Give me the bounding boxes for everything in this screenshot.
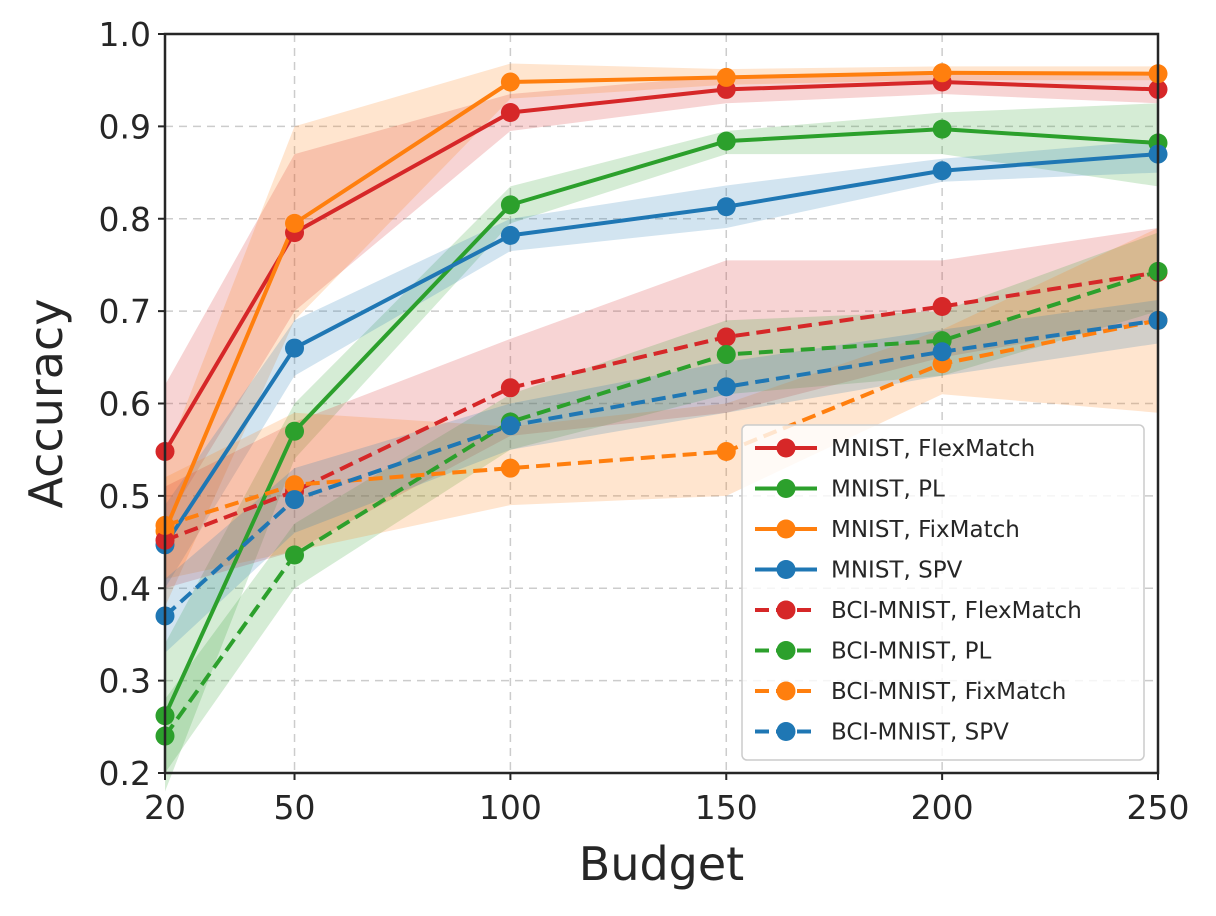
point-mnist-fixmatch [932,63,952,83]
legend-marker [776,681,796,701]
legend-label: BCI-MNIST, SPV [831,720,1009,746]
legend-item: BCI-MNIST, FixMatch [755,679,1066,705]
point-bci-mnist-fixmatch [285,475,305,495]
series-lines [163,70,1159,738]
point-mnist-spv [932,161,952,181]
legend-item: MNIST, SPV [755,558,963,584]
x-tick-label: 100 [479,788,542,827]
legend-marker [776,641,796,660]
y-tick-label: 0.3 [99,662,151,701]
axis-ticks: 20 50 100 150 200 250 0.2 0.3 0.4 0.5 0.6 0.7 0.8 0.9… [99,15,1190,827]
y-axis-title: Accuracy [19,298,73,508]
y-tick-label: 0.9 [99,107,151,146]
legend-marker [776,519,796,539]
point-bci-mnist-spv [285,490,305,510]
y-tick-label: 0.8 [99,200,151,239]
legend-label: MNIST, PL [831,477,945,503]
line-mnist-fixmatch [163,70,1159,532]
legend-item: BCI-MNIST, FlexMatch [755,598,1082,624]
legend-label: BCI-MNIST, PL [831,639,991,665]
point-bci-mnist-pl [285,545,305,565]
y-tick-label: 0.5 [99,477,151,516]
line-mnist-pl [163,127,1159,717]
line-bci-mnist-fixmatch [164,318,1159,528]
point-mnist-pl [285,421,305,441]
point-mnist-fixmatch [285,213,305,233]
point-mnist-pl [500,195,520,215]
point-bci-mnist-fixmatch [716,442,736,462]
band-mnist-spv [165,140,1158,589]
x-tick-label: 250 [1127,788,1190,827]
band-bci-mnist-fixmatch [165,227,1158,580]
x-axis-title: Budget [579,837,744,891]
legend-item: BCI-MNIST, PL [755,639,991,665]
line-bci-mnist-flexmatch [164,270,1159,543]
point-mnist-flexmatch [500,103,520,123]
legend-item: MNIST, PL [755,477,945,503]
legend-item: MNIST, FixMatch [755,517,1020,543]
point-mnist-spv [500,225,520,245]
legend-label: MNIST, FixMatch [831,517,1020,543]
legend-item: MNIST, FlexMatch [755,436,1035,462]
y-tick-label: 1.0 [99,15,151,54]
x-tick-label: 150 [695,788,758,827]
point-bci-mnist-spv [716,377,736,397]
band-bci-mnist-pl [165,232,1158,773]
legend-label: BCI-MNIST, FixMatch [831,679,1066,705]
legend-marker [776,479,796,498]
legend-marker [776,722,796,741]
line-bci-mnist-spv [163,318,1159,618]
x-tick-label: 20 [144,788,186,827]
band-mnist-flexmatch [165,70,1158,524]
point-mnist-fixmatch [716,67,736,87]
legend-marker [776,600,796,620]
point-mnist-pl [716,131,736,151]
point-bci-mnist-spv [500,416,520,436]
line-bci-mnist-pl [163,269,1159,738]
x-tick-label: 200 [911,788,974,827]
point-mnist-fixmatch [500,72,520,92]
point-bci-mnist-pl [716,345,736,365]
line-mnist-flexmatch [163,80,1159,453]
y-tick-label: 0.4 [99,569,151,608]
x-tick-label: 50 [274,788,316,827]
point-bci-mnist-fixmatch [500,458,520,478]
point-bci-mnist-spv [932,342,952,362]
legend-item: BCI-MNIST, SPV [755,720,1009,746]
band-bci-mnist-flexmatch [165,227,1158,589]
legend: MNIST, FlexMatch MNIST, PL MNIST, FixMatch… [741,424,1145,761]
line-mnist-spv [163,152,1159,546]
y-tick-label: 0.6 [99,385,151,424]
legend-marker [776,560,796,579]
legend-marker [776,438,796,458]
point-mnist-pl [932,119,952,139]
y-tick-label: 0.7 [99,292,151,331]
point-bci-mnist-flexmatch [500,378,520,398]
point-mnist-spv [285,338,305,358]
point-bci-mnist-flexmatch [716,327,736,347]
legend-label: MNIST, FlexMatch [831,436,1035,462]
point-mnist-spv [716,197,736,217]
point-bci-mnist-flexmatch [932,297,952,317]
y-tick-label: 0.2 [99,754,151,793]
legend-frame [741,424,1145,761]
legend-label: MNIST, SPV [831,558,963,584]
legend-label: BCI-MNIST, FlexMatch [831,598,1082,624]
